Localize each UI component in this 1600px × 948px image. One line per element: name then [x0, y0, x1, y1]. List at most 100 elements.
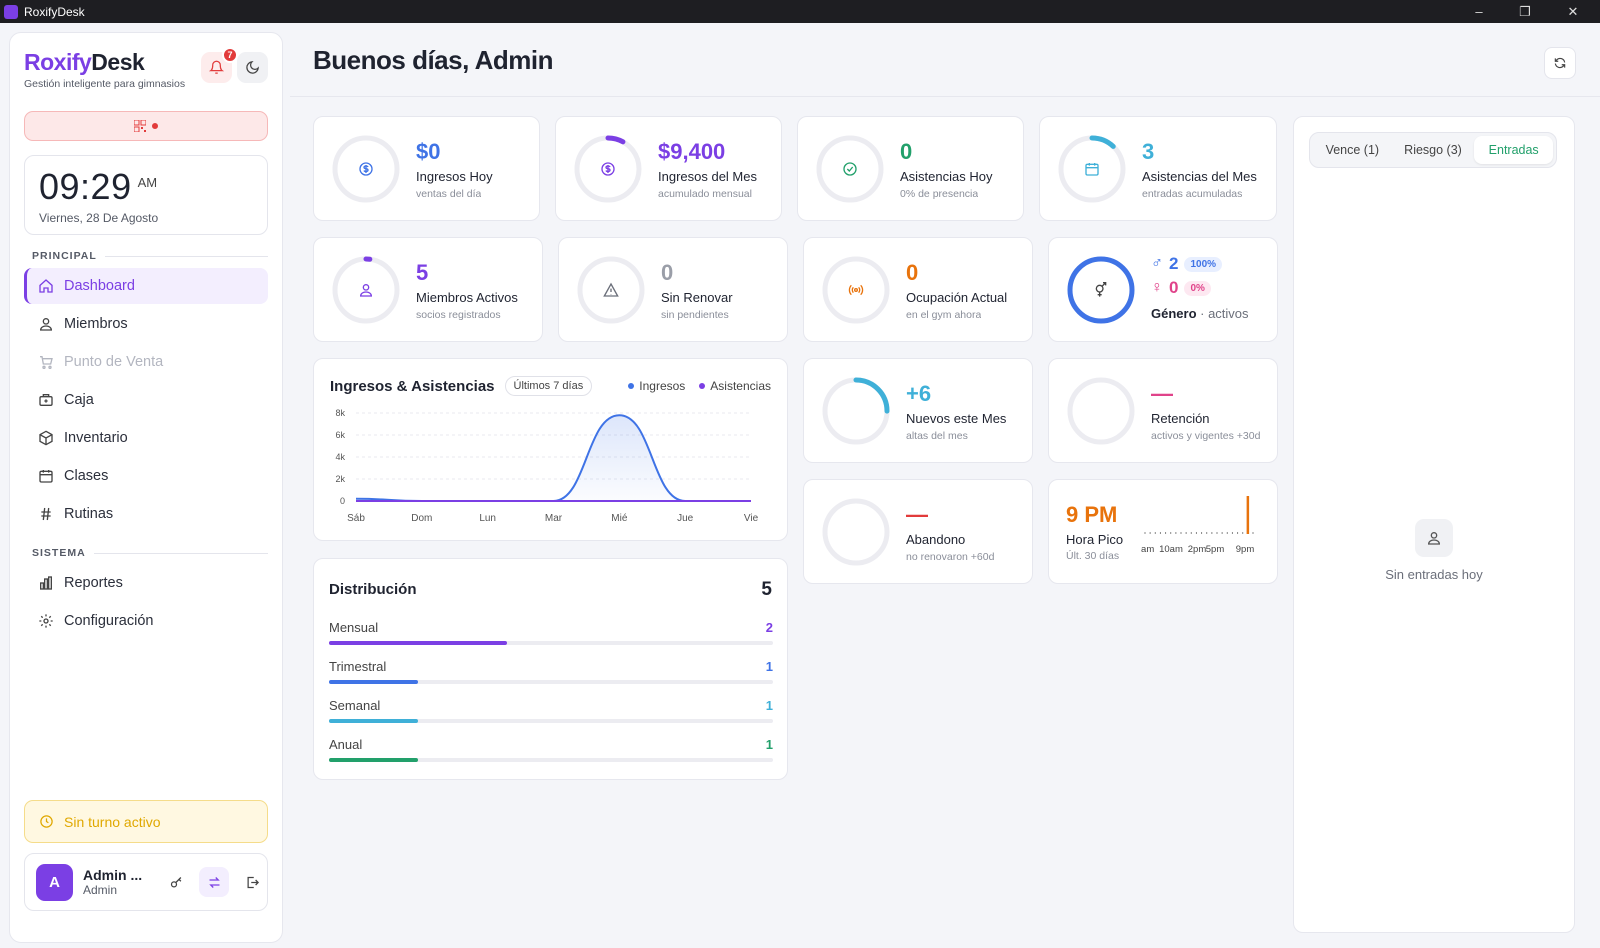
status-dot — [152, 123, 158, 129]
chart-title: Ingresos & Asistencias — [330, 377, 495, 395]
kpi-value: $9,400 — [658, 139, 726, 164]
refresh-button[interactable] — [1544, 47, 1576, 79]
progress-arc — [574, 135, 642, 203]
kpi-sub: acumulado mensual — [658, 188, 752, 200]
kpi-sub: activos y vigentes +30d — [1151, 430, 1261, 442]
nav-reportes[interactable]: Reportes — [24, 565, 268, 601]
peak-hour-card: 9 PM Hora Pico Últ. 30 días 6am 10am 2pm5p… — [1048, 479, 1278, 584]
avatar: A — [36, 863, 73, 901]
clock-widget: 09:29 AM Viernes, 28 De Agosto — [24, 155, 268, 235]
kpi-sub: socios registrados — [416, 309, 501, 321]
nav-miembros[interactable]: Miembros — [24, 306, 268, 342]
switch-user-icon[interactable] — [199, 867, 229, 897]
nav-inventario[interactable]: Inventario — [24, 420, 268, 456]
female-pct: 0% — [1184, 280, 1211, 296]
kpi-label: Sin Renovar — [661, 290, 733, 305]
hour-tick-label: 2pm — [1188, 544, 1207, 555]
qr-scanner-button[interactable] — [24, 111, 268, 141]
kpi-asistencias-hoy: 0 Asistencias Hoy 0% de presencia — [797, 116, 1024, 221]
dist-name: Mensual — [329, 620, 379, 635]
progress-arc — [822, 377, 890, 445]
logout-icon[interactable] — [237, 867, 267, 897]
kpi-value: 5 — [416, 260, 429, 285]
hour-tick-label: 5pm — [1206, 544, 1225, 555]
female-icon: ♀ — [1151, 279, 1163, 296]
nav-dashboard[interactable]: Dashboard — [24, 268, 268, 304]
kpi-sub: entradas acumuladas — [1142, 188, 1243, 200]
x-tick-label: Vie — [744, 513, 759, 524]
kpi-retencion: — Retención activos y vigentes +30d — [1048, 358, 1278, 463]
nav-clases[interactable]: Clases — [24, 458, 268, 494]
notifications-button[interactable]: 7 — [201, 47, 238, 83]
chart-plot: 0 2k 4k 6k 8k Sáb Dom Lun Mar Mié Jue Vie — [335, 408, 759, 524]
minimize-icon[interactable]: – — [1475, 4, 1483, 19]
dist-count: 1 — [765, 737, 773, 752]
x-tick-label: Jue — [677, 513, 694, 524]
series-area-ingresos — [356, 415, 751, 501]
hour-tick-label: 10am — [1159, 544, 1183, 555]
kpi-value: 0 — [900, 139, 913, 164]
tab-riesgo[interactable]: Riesgo (3) — [1404, 143, 1462, 157]
nav-configuracion[interactable]: Configuración — [24, 603, 268, 639]
dist-row-anual: Anual 1 — [329, 737, 773, 762]
nav-rutinas[interactable]: Rutinas — [24, 496, 268, 532]
gear-icon — [39, 614, 53, 628]
kpi-label: Asistencias del Mes — [1142, 169, 1257, 184]
nav-caja[interactable]: Caja — [24, 382, 268, 418]
kpi-label: Retención — [1151, 411, 1210, 426]
tab-entradas[interactable]: Entradas — [1474, 136, 1554, 164]
tab-vence[interactable]: Vence (1) — [1325, 143, 1380, 157]
progress-ring — [822, 377, 890, 445]
dist-bar — [329, 758, 418, 762]
dist-count: 2 — [765, 620, 773, 635]
activity-panel: Vence (1) Riesgo (3) Entradas Sin entrad… — [1293, 116, 1575, 933]
kpi-value: 0 — [906, 260, 919, 285]
dist-name: Anual — [329, 737, 363, 752]
clock-ampm: AM — [137, 175, 158, 190]
distribution-total: 5 — [761, 579, 772, 600]
key-icon[interactable] — [161, 867, 191, 897]
bell-icon — [209, 60, 224, 74]
kpi-value: 3 — [1142, 139, 1155, 164]
male-pct: 100% — [1184, 256, 1223, 272]
distribution-card: Distribución 5 Mensual 2 Trimestral 1 Se… — [313, 558, 788, 780]
dollar-icon — [331, 134, 401, 204]
legend-asistencias: Asistencias — [699, 379, 771, 393]
broadcast-icon — [821, 255, 891, 325]
empty-state-icon-box — [1415, 519, 1453, 557]
kpi-sin-renovar: 0 Sin Renovar sin pendientes — [558, 237, 788, 342]
clock-icon — [40, 815, 53, 828]
chart-range-pill[interactable]: Últimos 7 días — [504, 376, 593, 396]
warning-icon — [576, 255, 646, 325]
kpi-sub: 0% de presencia — [900, 188, 979, 200]
shift-status[interactable]: Sin turno activo — [24, 800, 268, 843]
dist-bar — [329, 641, 507, 645]
gender-ring — [1067, 256, 1135, 324]
brand-logo: RoxifyDesk — [24, 49, 145, 75]
series-line-ingresos — [355, 414, 751, 502]
home-icon — [39, 279, 53, 293]
users-icon — [39, 318, 53, 331]
theme-toggle-button[interactable] — [237, 52, 268, 83]
brand: RoxifyDesk Gestión inteligente para gimn… — [24, 49, 185, 90]
kpi-label: Ocupación Actual — [906, 290, 1008, 305]
close-icon[interactable]: ✕ — [1567, 3, 1579, 19]
progress-ring — [822, 498, 890, 566]
progress-ring — [332, 256, 400, 324]
peak-sub: Últ. 30 días — [1066, 550, 1120, 562]
peak-value: 9 PM — [1066, 502, 1118, 527]
gender-female-row: ♀ 0 0% — [1151, 278, 1211, 298]
y-tick-label: 2k — [335, 474, 345, 484]
kpi-label: Ingresos del Mes — [658, 169, 757, 184]
y-tick-label: 0 — [340, 496, 345, 506]
section-sistema: SISTEMA — [32, 547, 268, 559]
nav-punto-de-venta[interactable]: Punto de Venta — [24, 344, 268, 380]
progress-arc — [1058, 135, 1126, 203]
dist-bar — [329, 680, 418, 684]
box-icon — [39, 430, 53, 446]
progress-ring — [332, 135, 400, 203]
refresh-icon — [1554, 57, 1566, 69]
restore-icon[interactable]: ❐ — [1519, 3, 1531, 19]
empty-state-text: Sin entradas hoy — [1385, 567, 1483, 582]
